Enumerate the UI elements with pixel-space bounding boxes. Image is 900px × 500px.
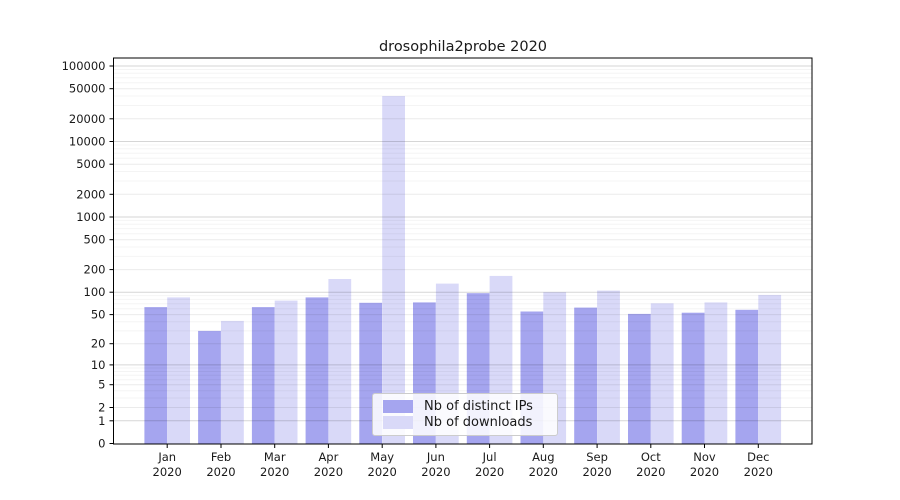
bar-nb-of-downloads-sep-2020 xyxy=(597,290,620,444)
y-tick-label-50000: 50000 xyxy=(69,82,106,96)
bar-nb-of-downloads-jan-2020 xyxy=(167,297,190,444)
bar-nb-of-downloads-mar-2020 xyxy=(274,300,298,444)
bar-nb-of-distinct-ips-nov-2020 xyxy=(681,312,705,444)
y-tick-label-100: 100 xyxy=(84,285,106,299)
legend-label-downloads: Nb of downloads xyxy=(424,415,533,431)
bar-nb-of-distinct-ips-mar-2020 xyxy=(251,307,275,444)
legend-label-distinct-ips: Nb of distinct IPs xyxy=(424,398,533,414)
x-tick-label-jun-2020: Jun 2020 xyxy=(421,450,450,479)
bar-nb-of-downloads-dec-2020 xyxy=(758,294,782,444)
x-tick-label-nov-2020: Nov 2020 xyxy=(690,450,719,479)
x-tick-label-jul-2020: Jul 2020 xyxy=(475,450,504,479)
y-tick-label-10: 10 xyxy=(91,358,106,372)
bar-nb-of-downloads-oct-2020 xyxy=(650,303,674,444)
y-tick-label-5000: 5000 xyxy=(76,157,105,171)
x-tick-label-jan-2020: Jan 2020 xyxy=(153,450,182,479)
bar-nb-of-distinct-ips-jan-2020 xyxy=(144,307,168,444)
x-tick-label-feb-2020: Feb 2020 xyxy=(206,450,235,479)
y-tick-label-2000: 2000 xyxy=(76,187,105,201)
bar-nb-of-downloads-apr-2020 xyxy=(328,279,352,444)
y-tick-label-50: 50 xyxy=(91,308,106,322)
axes-layer: 0 12 5 10 20 50 100 200 500 1000 2000 5000 10000 2000… xyxy=(62,59,773,479)
y-tick-label-1000: 1000 xyxy=(76,210,105,224)
legend-swatch-distinct-ips-icon xyxy=(383,399,413,413)
bar-nb-of-distinct-ips-dec-2020 xyxy=(735,309,759,444)
legend-item-downloads: Nb of downloads xyxy=(383,415,547,430)
x-tick-label-mar-2020: Mar 2020 xyxy=(260,450,289,479)
y-tick-label-5: 5 xyxy=(98,378,105,392)
y-tick-label-10000: 10000 xyxy=(69,135,106,149)
x-tick-label-sep-2020: Sep 2020 xyxy=(582,450,611,479)
x-tick-label-apr-2020: Apr 2020 xyxy=(314,450,343,479)
legend-item-distinct-ips: Nb of distinct IPs xyxy=(383,399,547,414)
chart-legend: Nb of distinct IPs Nb of downloads xyxy=(372,393,558,436)
y-tick-label-100000: 100000 xyxy=(62,59,106,73)
x-tick-label-oct-2020: Oct 2020 xyxy=(636,450,665,479)
y-tick-label-200: 200 xyxy=(84,263,106,277)
bar-nb-of-distinct-ips-oct-2020 xyxy=(628,313,651,444)
chart-title: drosophila2probe 2020 xyxy=(379,39,547,55)
y-tick-label-500: 500 xyxy=(84,233,106,247)
x-tick-label-dec-2020: Dec 2020 xyxy=(744,450,773,479)
y-tick-label-20000: 20000 xyxy=(69,112,106,126)
bar-nb-of-distinct-ips-apr-2020 xyxy=(305,297,329,444)
grid-layer xyxy=(114,65,812,422)
bar-nb-of-distinct-ips-sep-2020 xyxy=(574,307,597,444)
x-tick-label-may-2020: May 2020 xyxy=(368,450,397,479)
y-tick-label-20: 20 xyxy=(91,337,106,351)
plot-border xyxy=(113,57,813,445)
legend-swatch-downloads-icon xyxy=(383,416,413,430)
x-tick-label-aug-2020: Aug 2020 xyxy=(529,450,558,479)
y-tick-label-1: 1 xyxy=(98,414,105,428)
bar-nb-of-downloads-nov-2020 xyxy=(704,302,728,444)
y-tick-label-0: 0 xyxy=(98,437,105,451)
bar-nb-of-downloads-feb-2020 xyxy=(221,320,244,444)
bar-nb-of-distinct-ips-feb-2020 xyxy=(198,330,221,444)
y-tick-label-2: 2 xyxy=(98,401,105,415)
bar-nb-of-downloads-may-2020 xyxy=(382,96,405,444)
